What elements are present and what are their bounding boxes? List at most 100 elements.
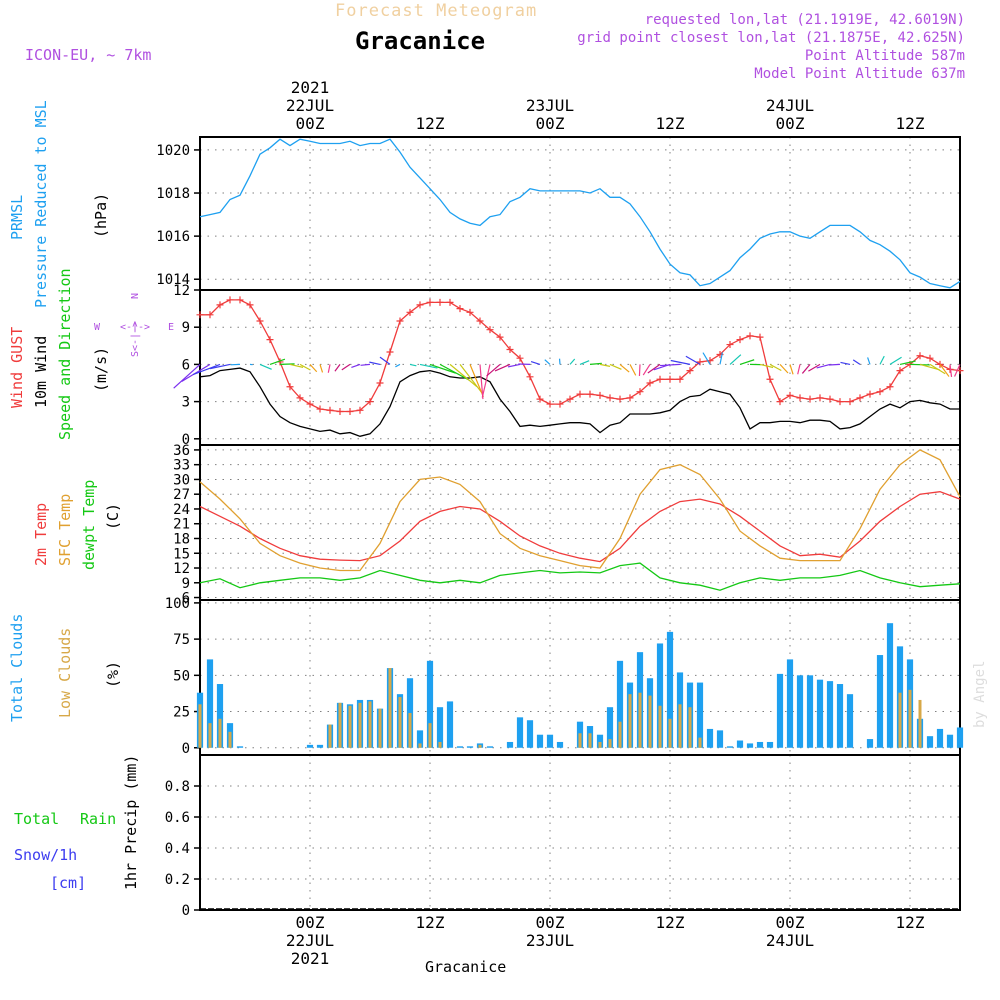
gust-marker xyxy=(586,390,594,398)
gust-marker xyxy=(926,354,934,362)
y-tick-label: 1020 xyxy=(156,143,190,159)
wind-direction-arrow xyxy=(670,359,691,365)
y-tick-label: 30 xyxy=(173,472,190,488)
gust-marker xyxy=(446,298,454,306)
gust-marker xyxy=(816,394,824,402)
total-cloud-bar xyxy=(736,740,744,748)
panel-frame xyxy=(199,754,961,911)
gust-marker xyxy=(626,394,634,402)
low-cloud-bar xyxy=(428,723,432,748)
total-cloud-bar xyxy=(596,734,604,748)
gust-marker xyxy=(846,398,854,406)
low-cloud-bar xyxy=(608,739,612,748)
gust-marker xyxy=(456,305,464,313)
subtitle: Forecast Meteogram xyxy=(335,1,537,21)
low-cloud-bar xyxy=(578,733,582,748)
wind-direction-arrow xyxy=(599,363,611,367)
low-cloud-bar xyxy=(348,705,352,748)
low-cloud-bar xyxy=(208,723,212,748)
total-cloud-bar xyxy=(696,682,704,748)
gust-marker xyxy=(726,341,734,349)
wind-direction-arrow xyxy=(479,364,484,400)
wind-direction-arrow xyxy=(369,361,381,365)
y-tick-label: 6 xyxy=(182,591,190,607)
gust-marker xyxy=(676,375,684,383)
total-cloud-bar xyxy=(936,728,944,748)
wind-direction-arrow xyxy=(269,358,286,365)
wind-direction-arrow xyxy=(494,363,511,372)
time-axis-label: 12Z xyxy=(896,913,925,932)
wind-direction-arrow xyxy=(419,363,438,369)
low-cloud-bar xyxy=(228,731,232,748)
total-cloud-bar xyxy=(546,734,554,748)
y-tick-label: 36 xyxy=(173,443,190,459)
temp-ylabel: (C) xyxy=(104,503,122,530)
wind-direction-arrow xyxy=(579,360,590,365)
time-axis-label: 00Z xyxy=(296,913,325,932)
gust-marker xyxy=(486,326,494,334)
time-axis-label: 00Z xyxy=(536,114,565,133)
gust-marker xyxy=(656,375,664,383)
total-cloud-bar xyxy=(846,694,854,748)
y-tick-label: 75 xyxy=(173,632,190,648)
gust-marker xyxy=(386,348,394,356)
time-axis-label: 12Z xyxy=(656,114,685,133)
wind-direction-arrow xyxy=(341,363,351,371)
clouds-label-total: Total Clouds xyxy=(8,614,26,722)
wind-ylabel: (m/s) xyxy=(92,347,110,392)
total-cloud-bar xyxy=(206,659,214,748)
point-altitude: Point Altitude 587m xyxy=(805,48,965,64)
time-axis-label: 24JUL xyxy=(766,931,814,950)
y-tick-label: 21 xyxy=(173,517,190,533)
wind-direction-arrow xyxy=(729,354,742,365)
clouds-panel: 0 25 50 75 100 xyxy=(165,596,964,757)
y-tick-label: 12 xyxy=(173,561,190,577)
gust-marker xyxy=(876,388,884,396)
wind-direction-arrow xyxy=(486,363,501,377)
low-cloud-bar xyxy=(368,701,372,748)
total-cloud-bar xyxy=(836,684,844,748)
gust-marker xyxy=(476,317,484,325)
gust-marker xyxy=(796,394,804,402)
wind-label-gust: Wind GUST xyxy=(8,327,26,408)
total-cloud-bar xyxy=(746,743,754,748)
wind-direction-arrow xyxy=(949,364,953,377)
y-tick-label: 50 xyxy=(173,668,190,684)
gust-marker xyxy=(756,333,764,341)
wind-direction-arrow xyxy=(769,363,782,372)
y-tick-label: 0 xyxy=(182,903,190,919)
wind-direction-arrow xyxy=(507,363,521,368)
gust-marker xyxy=(366,398,374,406)
gust-marker xyxy=(336,408,344,416)
y-tick-label: 0.8 xyxy=(165,779,190,795)
wind-label-speed-dir: Speed and Direction xyxy=(56,268,74,440)
gust-marker xyxy=(466,308,474,316)
precip-label-rain: Rain xyxy=(80,810,116,828)
wind-direction-arrow xyxy=(299,363,311,371)
time-axis-label: 24JUL xyxy=(766,96,814,115)
wind-direction-arrow xyxy=(801,364,811,374)
total-cloud-bar xyxy=(466,746,474,748)
gust-marker xyxy=(416,301,424,309)
wind-direction-arrow xyxy=(192,363,221,376)
total-cloud-bar xyxy=(826,681,834,748)
wind-direction-arrow xyxy=(379,356,391,365)
gust-marker xyxy=(216,301,224,309)
precip-label-total: Total xyxy=(14,810,59,828)
low-cloud-bar xyxy=(638,692,642,748)
total-cloud-bar xyxy=(946,734,954,748)
wind-direction-arrow xyxy=(702,352,711,365)
precip-ylabel: 1hr Precip (mm) xyxy=(122,755,140,890)
time-axis-label: 12Z xyxy=(416,114,445,133)
wind-direction-arrow xyxy=(829,363,841,366)
wind-direction-arrow xyxy=(209,363,231,370)
wind-direction-arrow xyxy=(852,359,861,365)
wind-direction-arrow xyxy=(685,355,701,365)
wind-direction-arrow xyxy=(395,363,401,368)
gust-marker xyxy=(356,406,364,414)
time-axis-label: 00Z xyxy=(296,114,325,133)
gust-marker xyxy=(736,336,744,344)
low-cloud-bar xyxy=(628,694,632,748)
gust-marker xyxy=(686,367,694,375)
y-tick-label: 0.6 xyxy=(165,810,190,826)
